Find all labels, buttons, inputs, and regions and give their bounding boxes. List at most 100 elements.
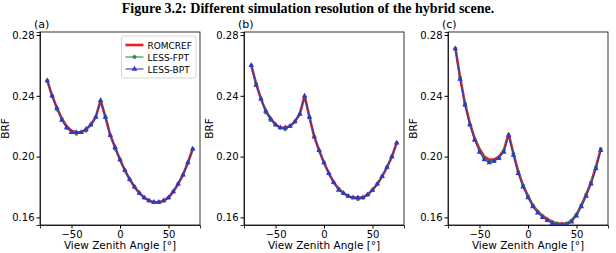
tick-label: 0 <box>117 229 123 240</box>
tick: −50 <box>469 225 490 240</box>
tick: 50 <box>571 225 584 240</box>
tick-mark <box>37 35 41 36</box>
y-axis-title: BRF <box>0 118 11 139</box>
marker <box>302 93 307 98</box>
marker <box>282 125 287 130</box>
marker <box>180 172 185 177</box>
tick-label: 0.20 <box>420 151 442 162</box>
tick-label: 0.20 <box>216 151 238 162</box>
marker <box>525 194 530 199</box>
marker <box>506 132 511 137</box>
legend-line <box>125 44 143 47</box>
legend-marker <box>132 55 136 59</box>
marker <box>268 115 273 120</box>
x-axis: −50 0 50 <box>449 225 609 240</box>
tick: 0 <box>525 225 531 240</box>
marker <box>316 147 321 152</box>
marker <box>482 156 487 161</box>
tick-mark <box>241 157 245 158</box>
tick: 50 <box>163 225 176 240</box>
marker <box>108 132 113 137</box>
tick: 0.28 <box>12 30 40 41</box>
x-axis: −50050 <box>245 225 405 240</box>
marker <box>346 193 351 198</box>
marker <box>477 149 482 154</box>
tick-label: 50 <box>367 229 380 240</box>
marker <box>583 193 588 198</box>
tick-label: 0.24 <box>420 91 442 102</box>
tick-mark <box>445 217 449 218</box>
tick-label: 0.28 <box>12 30 34 41</box>
marker <box>350 194 355 199</box>
marker <box>389 153 394 158</box>
marker <box>83 126 88 131</box>
marker <box>171 188 176 193</box>
panel: −500500.160.200.240.28View Zenith Angle … <box>203 18 405 251</box>
tick: 0.16 <box>216 212 244 223</box>
marker <box>550 220 555 225</box>
marker <box>564 222 569 225</box>
legend-box <box>121 36 196 78</box>
y-axis: 0.16 0.20 0.24 0.28 <box>216 30 244 226</box>
marker <box>49 93 54 98</box>
axis-line <box>241 33 245 226</box>
legend: ROMCREFLESS-FPTLESS-BPT <box>121 36 196 78</box>
plot-area <box>249 62 400 201</box>
series-line <box>47 81 192 203</box>
tick-label: 0.16 <box>216 212 238 223</box>
marker <box>588 181 593 186</box>
series-line <box>47 81 192 203</box>
marker <box>569 219 574 224</box>
marker <box>355 194 360 199</box>
marker <box>137 190 142 195</box>
tick: 0.16 <box>12 212 40 223</box>
legend-label: LESS-FPT <box>147 53 189 63</box>
marker <box>249 62 254 67</box>
tick-label: 0.16 <box>12 212 34 223</box>
x-axis-title: View Zenith Angle [°] <box>268 239 380 251</box>
marker <box>112 144 117 149</box>
marker <box>336 187 341 192</box>
tick: 0.24 <box>216 91 244 102</box>
marker <box>326 170 331 175</box>
marker <box>574 213 579 218</box>
marker <box>278 125 283 130</box>
tick: 50 <box>367 225 380 240</box>
axis-line <box>37 33 41 226</box>
marker <box>370 187 375 192</box>
tick-mark <box>241 96 245 97</box>
marker <box>331 179 336 184</box>
panel: −500500.160.200.240.28View Zenith Angle … <box>407 18 609 251</box>
marker <box>511 152 516 157</box>
marker <box>54 105 59 110</box>
tick-label: 0.20 <box>12 151 34 162</box>
marker <box>69 129 74 134</box>
marker <box>166 194 171 199</box>
marker <box>496 155 501 160</box>
marker <box>185 160 190 165</box>
tick-mark <box>241 35 245 36</box>
marker <box>462 102 467 107</box>
marker <box>384 164 389 169</box>
marker <box>273 122 278 127</box>
marker <box>516 170 521 175</box>
marker <box>486 160 491 165</box>
tick-mark <box>37 157 41 158</box>
tick-mark <box>241 217 245 218</box>
plot-frame <box>40 32 200 225</box>
marker <box>117 156 122 161</box>
marker <box>142 194 147 199</box>
marker <box>467 122 472 127</box>
marker <box>535 210 540 215</box>
tick-mark <box>37 96 41 97</box>
marker <box>554 222 559 225</box>
marker <box>593 166 598 171</box>
series-line <box>251 65 396 199</box>
marker <box>292 118 297 123</box>
tick-label: 0.28 <box>216 30 238 41</box>
tick-label: 0 <box>321 229 327 240</box>
marker <box>598 147 603 152</box>
marker <box>59 117 64 122</box>
marker <box>88 122 93 127</box>
marker <box>312 134 317 139</box>
